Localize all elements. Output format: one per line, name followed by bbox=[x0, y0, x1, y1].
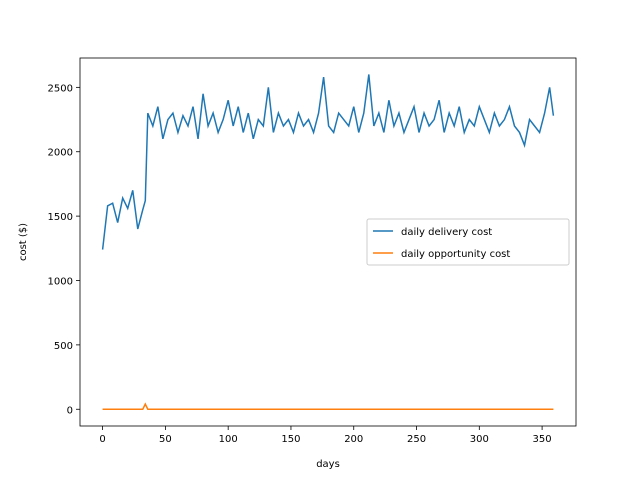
y-tick-label: 2000 bbox=[48, 148, 73, 159]
x-tick-label: 200 bbox=[344, 434, 363, 445]
legend-label: daily opportunity cost bbox=[401, 249, 510, 260]
y-tick-label: 1000 bbox=[48, 276, 73, 287]
y-tick-label: 0 bbox=[67, 405, 73, 416]
legend-box bbox=[366, 218, 570, 266]
plot-frame bbox=[79, 57, 577, 427]
y-axis-label: cost ($) bbox=[18, 223, 29, 261]
line-series bbox=[102, 402, 554, 411]
x-tick-label: 150 bbox=[281, 434, 300, 445]
y-tick-label: 2500 bbox=[48, 83, 73, 94]
line-series bbox=[101, 74, 555, 250]
x-tick-label: 100 bbox=[219, 434, 238, 445]
x-tick-label: 300 bbox=[470, 434, 489, 445]
x-tick-label: 250 bbox=[407, 434, 426, 445]
y-tick-label: 1500 bbox=[48, 212, 73, 223]
y-tick-label: 500 bbox=[54, 341, 73, 352]
x-tick-label: 350 bbox=[533, 434, 552, 445]
x-axis-label: days bbox=[316, 459, 340, 470]
x-tick-label: 50 bbox=[159, 434, 172, 445]
x-tick-label: 0 bbox=[99, 434, 105, 445]
legend-label: daily delivery cost bbox=[401, 227, 492, 238]
